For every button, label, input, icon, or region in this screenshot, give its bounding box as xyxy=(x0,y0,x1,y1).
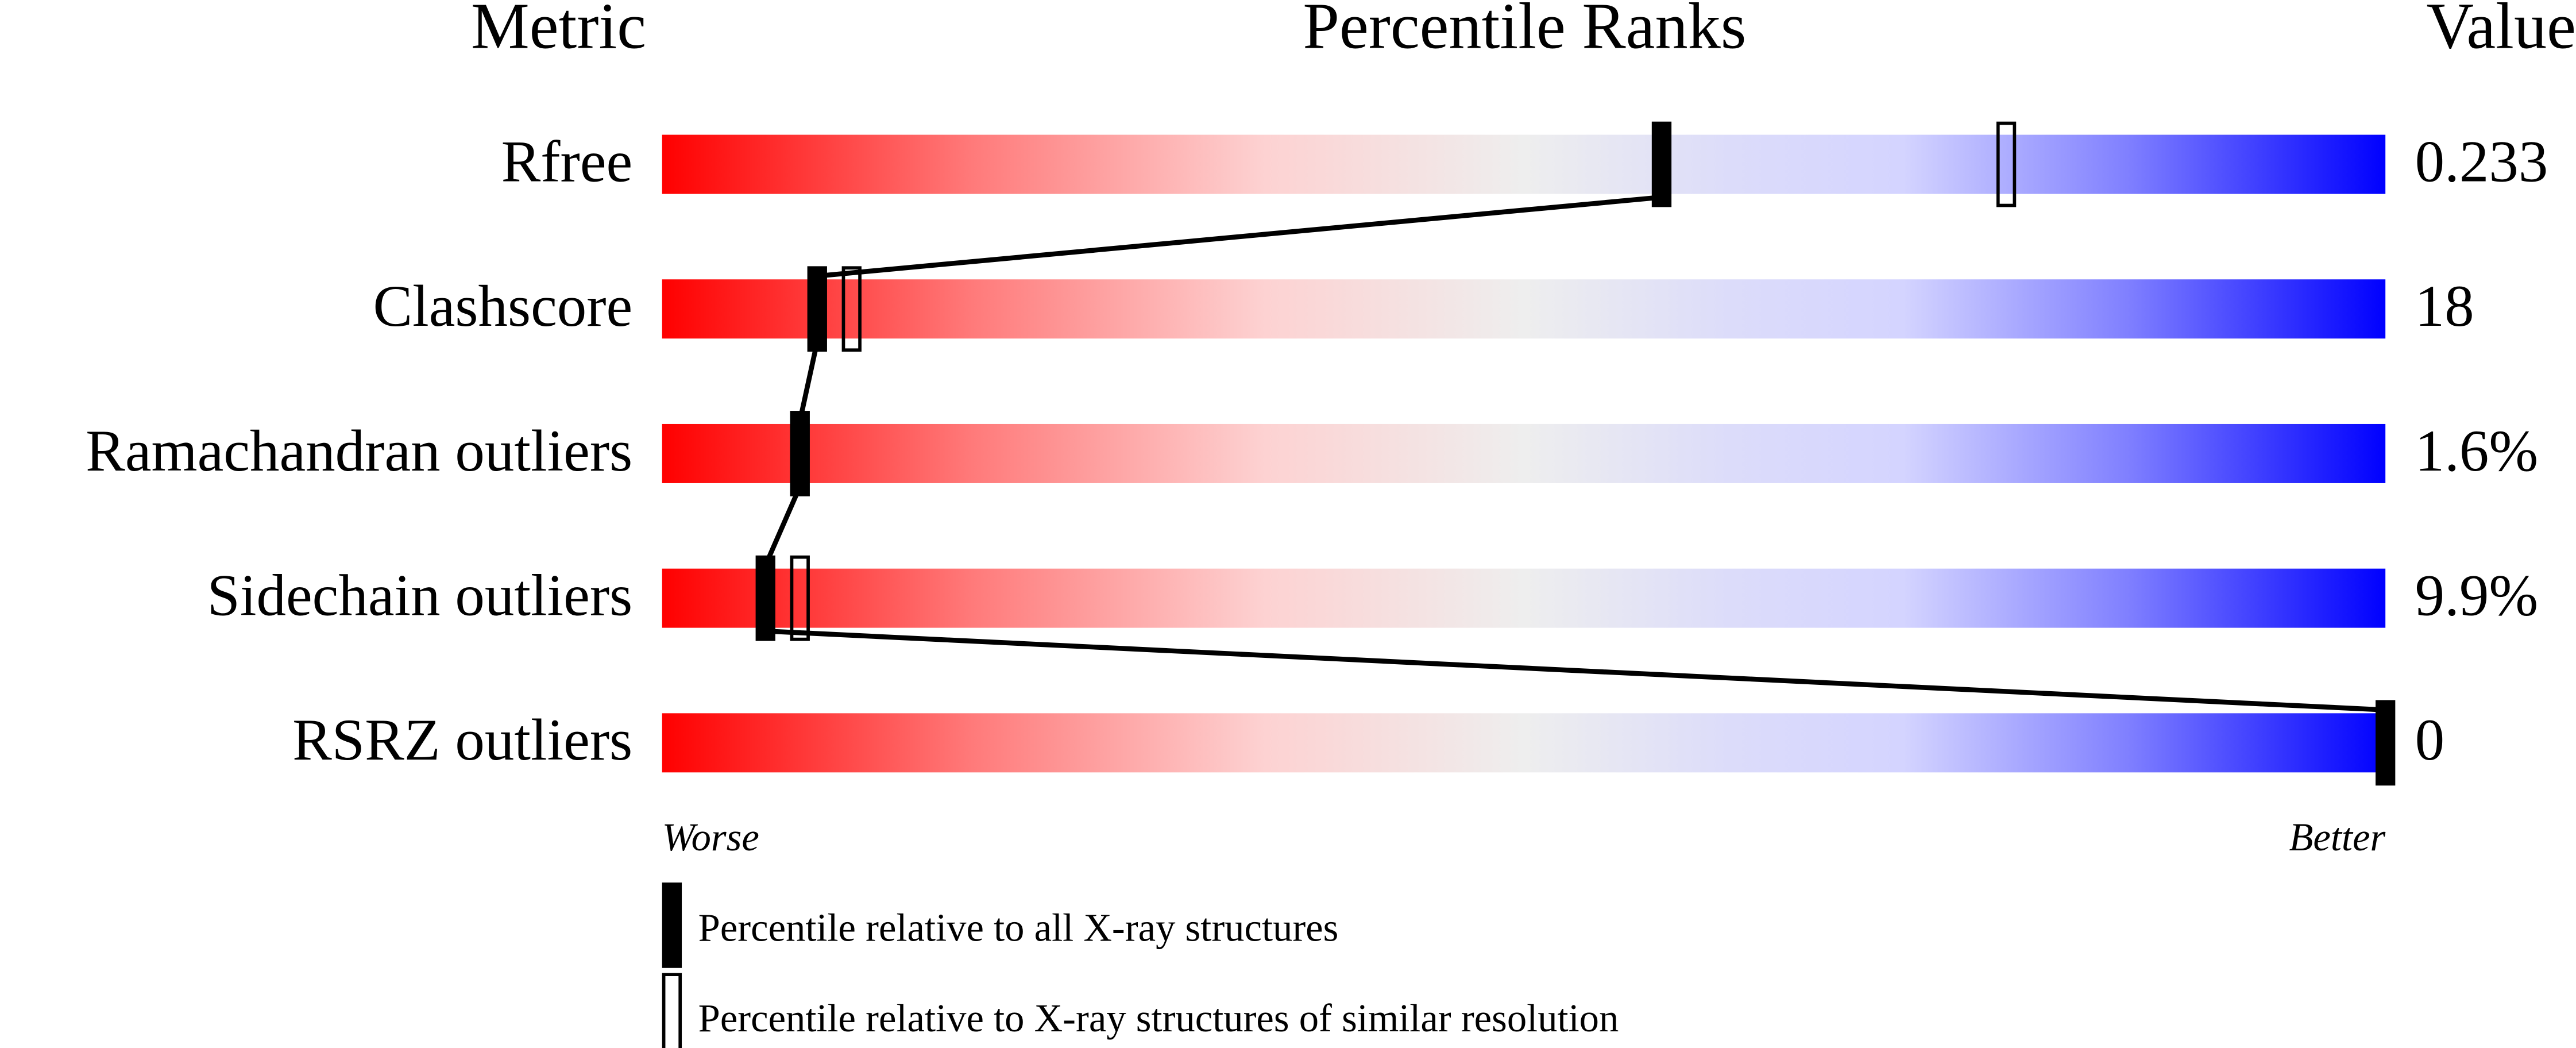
metric-label: RSRZ outliers xyxy=(292,707,632,773)
better-label: Better xyxy=(2289,815,2385,859)
metric-value: 18 xyxy=(2415,273,2474,339)
legend-marker xyxy=(662,882,682,968)
metric-label: Ramachandran outliers xyxy=(86,418,632,484)
marker-filled xyxy=(2376,700,2396,786)
metric-value: 9.9% xyxy=(2415,562,2539,628)
connector-line xyxy=(763,485,802,567)
marker-filled xyxy=(807,266,827,352)
marker-filled xyxy=(1651,121,1672,207)
metric-label: Clashscore xyxy=(373,273,632,339)
legend-label: Percentile relative to all X-ray structu… xyxy=(698,906,1339,950)
legend-marker xyxy=(662,973,682,1048)
metric-value: 0 xyxy=(2415,707,2444,773)
percentile-bar xyxy=(662,713,2386,773)
value-header: Value xyxy=(2426,0,2576,62)
worse-label: Worse xyxy=(662,815,759,859)
chart-title: Percentile Ranks xyxy=(1303,0,1746,62)
marker-outline xyxy=(1996,121,2017,207)
metric-value: 1.6% xyxy=(2415,418,2539,484)
connector-line xyxy=(765,629,2386,712)
marker-filled xyxy=(755,555,775,641)
percentile-bar xyxy=(662,568,2386,628)
percentile-bar xyxy=(662,279,2386,339)
connector-line xyxy=(797,341,820,422)
metric-label: Rfree xyxy=(501,129,633,194)
percentile-bar xyxy=(662,423,2386,483)
marker-outline xyxy=(841,266,862,352)
connector-line xyxy=(817,194,1662,279)
metric-value: 0.233 xyxy=(2415,129,2548,194)
legend-label: Percentile relative to X-ray structures … xyxy=(698,996,1619,1040)
metric-header: Metric xyxy=(471,0,646,62)
percentile-bar xyxy=(662,134,2386,194)
marker-filled xyxy=(790,411,810,496)
metric-label: Sidechain outliers xyxy=(207,562,633,628)
marker-outline xyxy=(790,555,810,641)
